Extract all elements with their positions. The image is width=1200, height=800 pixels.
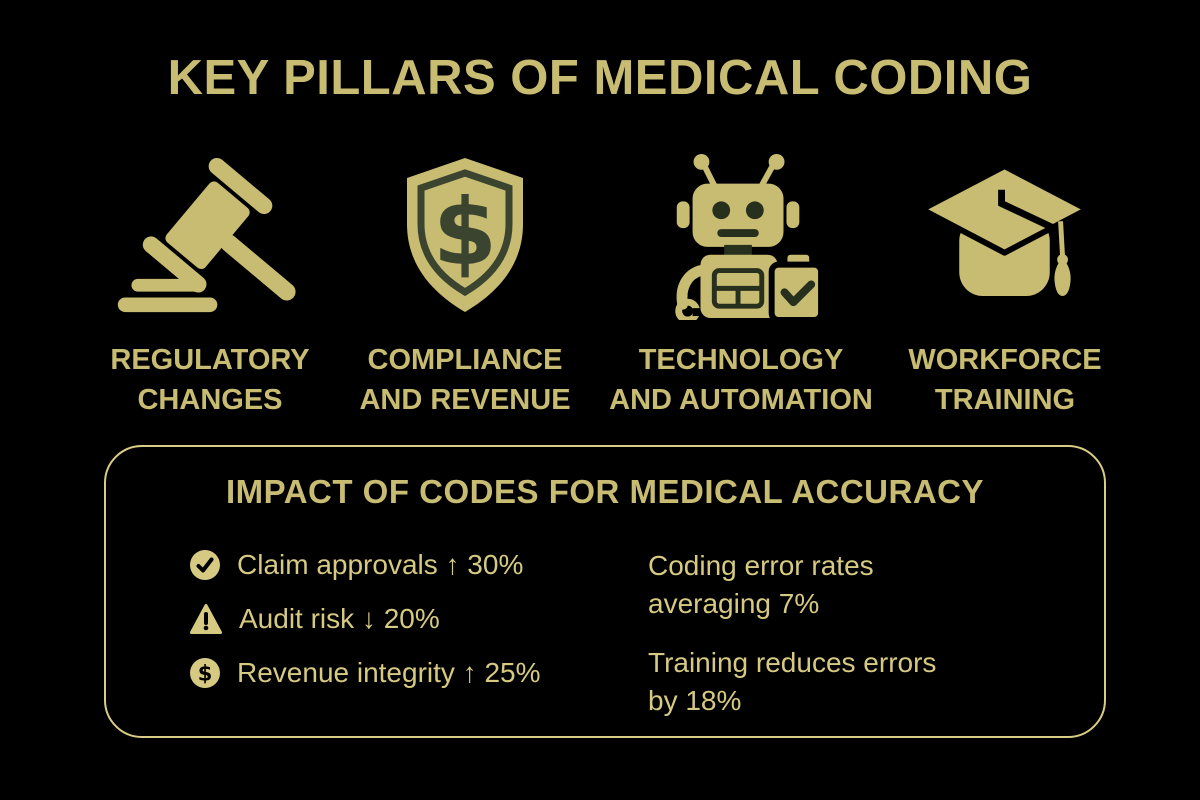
pillar-technology-automation: TECHNOLOGY AND AUTOMATION	[596, 148, 886, 420]
page-title: KEY PILLARS OF MEDICAL CODING	[167, 51, 1033, 105]
graduation-cap-icon	[860, 148, 1150, 322]
impact-notes: Coding error rates averaging 7% Training…	[648, 547, 936, 720]
warning-triangle-icon	[190, 604, 222, 634]
stat-claim-approvals: Claim approvals ↑ 30%	[190, 545, 541, 585]
impact-title: IMPACT OF CODES FOR MEDICAL ACCURACY	[225, 473, 985, 510]
stat-text: Revenue integrity ↑ 25%	[237, 657, 541, 688]
robot-clipboard-icon	[596, 148, 886, 322]
stat-text: Audit risk ↓ 20%	[239, 603, 440, 634]
impact-box: IMPACT OF CODES FOR MEDICAL ACCURACY Cla…	[104, 445, 1106, 738]
note-training-reduces-errors: Training reduces errors by 18%	[648, 647, 937, 716]
check-circle-icon	[190, 550, 220, 580]
stat-audit-risk: Audit risk ↓ 20%	[190, 599, 541, 639]
shield-dollar-icon: $	[320, 148, 610, 322]
note-coding-error-rates: Coding error rates averaging 7%	[648, 550, 874, 619]
stat-text: Claim approvals ↑ 30%	[237, 549, 524, 580]
pillar-compliance-revenue: $ COMPLIANCE AND REVENUE	[320, 148, 610, 420]
svg-text:$: $	[433, 179, 497, 286]
svg-text:$: $	[198, 662, 213, 686]
pillar-workforce-training: WORKFORCE TRAINING	[860, 148, 1150, 420]
pillar-regulatory-changes: REGULATORY CHANGES	[65, 148, 355, 420]
gavel-icon	[65, 148, 355, 322]
pillar-label: WORKFORCE TRAINING	[908, 344, 1102, 416]
pillar-label: REGULATORY CHANGES	[110, 344, 310, 416]
impact-stats: Claim approvals ↑ 30% Audit risk ↓ 20% $	[190, 545, 541, 707]
pillar-label: COMPLIANCE AND REVENUE	[359, 344, 571, 416]
stat-revenue-integrity: $ Revenue integrity ↑ 25%	[190, 653, 541, 693]
dollar-circle-icon: $	[190, 658, 220, 688]
pillar-label: TECHNOLOGY AND AUTOMATION	[609, 344, 873, 416]
